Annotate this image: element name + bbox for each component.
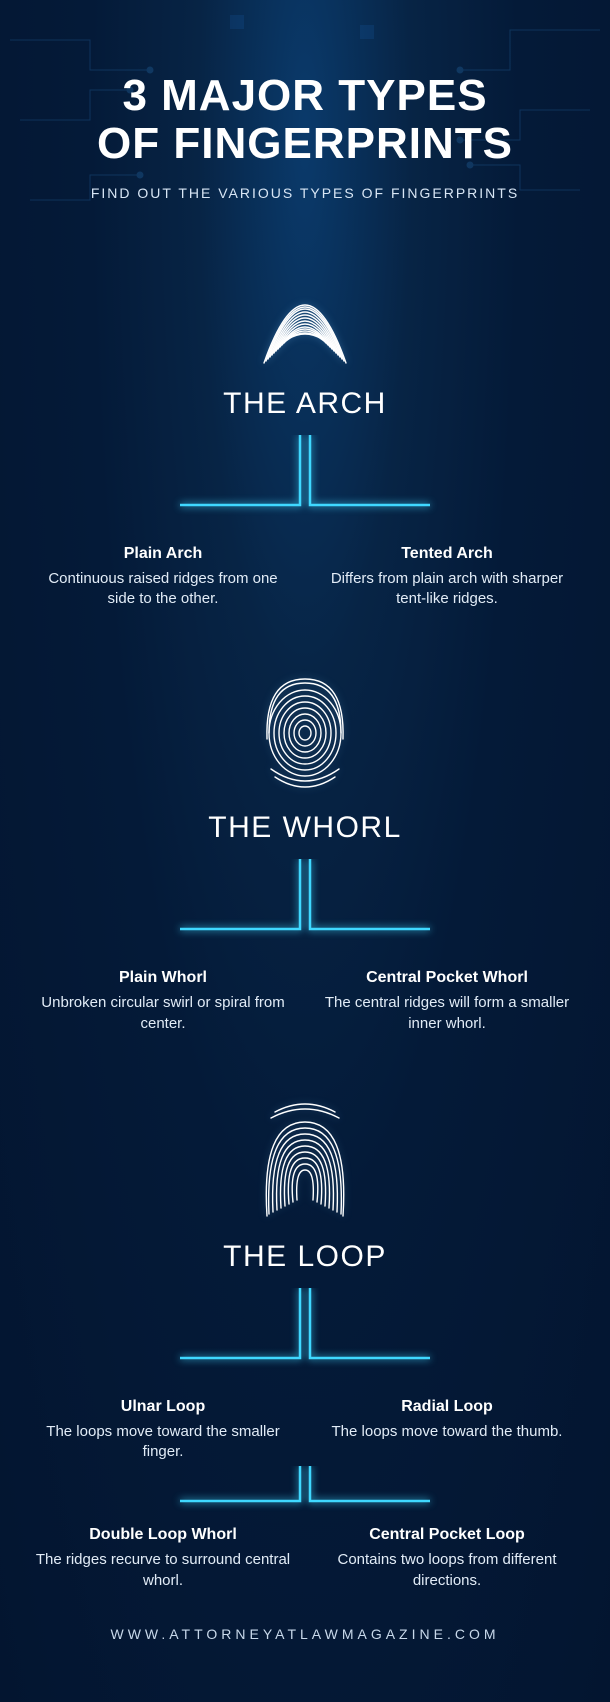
section-arch-title: THE ARCH xyxy=(0,387,610,421)
central-pocket-loop-label: Central Pocket Loop xyxy=(317,1526,577,1544)
tented-arch-desc: Differs from plain arch with sharper ten… xyxy=(317,569,577,610)
fingerprint-whorl-icon xyxy=(259,669,351,793)
double-loop-whorl-desc: The ridges recurve to surround central w… xyxy=(33,1550,293,1591)
central-pocket-whorl-label: Central Pocket Whorl xyxy=(317,969,577,987)
branch-radial-loop: Radial Loop The loops move toward the th… xyxy=(317,1398,577,1463)
central-pocket-loop-desc: Contains two loops from different direct… xyxy=(317,1550,577,1591)
fingerprint-arch-icon xyxy=(260,249,350,369)
ulnar-loop-desc: The loops move toward the smaller finger… xyxy=(33,1422,293,1463)
branch-central-pocket-whorl: Central Pocket Whorl The central ridges … xyxy=(317,969,577,1034)
loop-tree-2 xyxy=(0,1466,610,1526)
double-loop-whorl-label: Double Loop Whorl xyxy=(33,1526,293,1544)
fingerprint-loop-icon xyxy=(259,1094,351,1222)
arch-branches: Plain Arch Continuous raised ridges from… xyxy=(0,545,610,610)
header: 3 MAJOR TYPES OF FINGERPRINTS FIND OUT T… xyxy=(0,0,610,201)
central-pocket-whorl-desc: The central ridges will form a smaller i… xyxy=(317,993,577,1034)
title-line-2: OF FINGERPRINTS xyxy=(97,119,513,168)
footer-url: WWW.ATTORNEYATLAWMAGAZINE.COM xyxy=(0,1626,610,1642)
branch-plain-whorl: Plain Whorl Unbroken circular swirl or s… xyxy=(33,969,293,1034)
branch-double-loop-whorl: Double Loop Whorl The ridges recurve to … xyxy=(33,1526,293,1591)
subtitle: FIND OUT THE VARIOUS TYPES OF FINGERPRIN… xyxy=(0,185,610,201)
plain-whorl-label: Plain Whorl xyxy=(33,969,293,987)
tented-arch-label: Tented Arch xyxy=(317,545,577,563)
radial-loop-label: Radial Loop xyxy=(317,1398,577,1416)
section-whorl-title: THE WHORL xyxy=(0,811,610,845)
loop-branches-row1: Ulnar Loop The loops move toward the sma… xyxy=(0,1398,610,1463)
whorl-tree xyxy=(0,859,610,969)
main-title: 3 MAJOR TYPES OF FINGERPRINTS xyxy=(0,72,610,169)
branch-plain-arch: Plain Arch Continuous raised ridges from… xyxy=(33,545,293,610)
plain-whorl-desc: Unbroken circular swirl or spiral from c… xyxy=(33,993,293,1034)
branch-central-pocket-loop: Central Pocket Loop Contains two loops f… xyxy=(317,1526,577,1591)
whorl-branches: Plain Whorl Unbroken circular swirl or s… xyxy=(0,969,610,1034)
loop-branches-row2: Double Loop Whorl The ridges recurve to … xyxy=(0,1526,610,1591)
branch-tented-arch: Tented Arch Differs from plain arch with… xyxy=(317,545,577,610)
section-loop-title: THE LOOP xyxy=(0,1240,610,1274)
title-line-1: 3 MAJOR TYPES xyxy=(122,71,487,120)
radial-loop-desc: The loops move toward the thumb. xyxy=(317,1422,577,1442)
section-loop: THE LOOP Ulnar Loop The loops move towar… xyxy=(0,1094,610,1591)
plain-arch-desc: Continuous raised ridges from one side t… xyxy=(33,569,293,610)
plain-arch-label: Plain Arch xyxy=(33,545,293,563)
loop-tree xyxy=(0,1288,610,1398)
ulnar-loop-label: Ulnar Loop xyxy=(33,1398,293,1416)
section-arch: THE ARCH Plain Arch Continuous raised ri… xyxy=(0,249,610,610)
branch-ulnar-loop: Ulnar Loop The loops move toward the sma… xyxy=(33,1398,293,1463)
arch-tree xyxy=(0,435,610,545)
section-whorl: THE WHORL Plain Whorl Unbroken circular … xyxy=(0,669,610,1034)
